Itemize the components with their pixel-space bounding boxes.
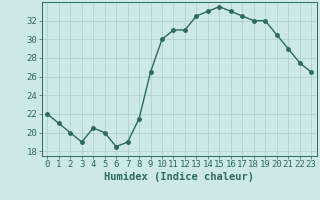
X-axis label: Humidex (Indice chaleur): Humidex (Indice chaleur) [104, 172, 254, 182]
